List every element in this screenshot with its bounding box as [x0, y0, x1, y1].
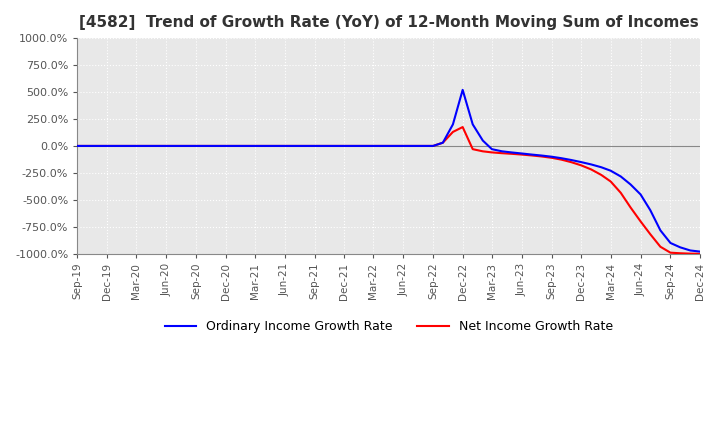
Title: [4582]  Trend of Growth Rate (YoY) of 12-Month Moving Sum of Incomes: [4582] Trend of Growth Rate (YoY) of 12-…: [78, 15, 698, 30]
Legend: Ordinary Income Growth Rate, Net Income Growth Rate: Ordinary Income Growth Rate, Net Income …: [160, 315, 618, 338]
Line: Ordinary Income Growth Rate: Ordinary Income Growth Rate: [77, 90, 700, 252]
Line: Net Income Growth Rate: Net Income Growth Rate: [77, 127, 700, 254]
